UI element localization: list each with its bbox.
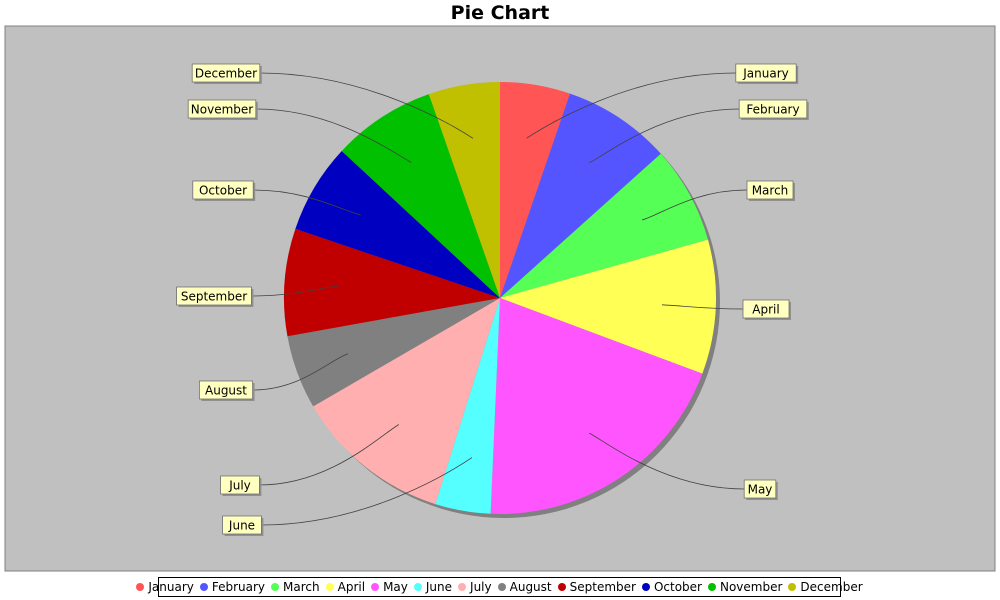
- leader-line-april: [661, 304, 744, 310]
- legend-item-june: June: [413, 580, 453, 594]
- slice-label-box-march: [746, 180, 794, 200]
- leader-line-may: [589, 432, 745, 490]
- pie-slice-january: [500, 82, 571, 298]
- legend-item-march: March: [271, 580, 320, 594]
- slice-label-january: January: [742, 67, 789, 81]
- legend-label-december: December: [800, 580, 863, 594]
- legend-label-march: March: [283, 580, 320, 594]
- legend-swatch-february: [199, 583, 208, 591]
- leader-line-december: [259, 72, 474, 139]
- slice-label-box-november: [187, 99, 257, 119]
- slice-label-box-june: [222, 515, 262, 535]
- pie-slice-march: [500, 153, 708, 298]
- pie-slice-july: [313, 298, 500, 505]
- slice-label-april: April: [752, 303, 779, 317]
- pie-slice-april: [500, 239, 716, 374]
- slice-label-december: December: [195, 67, 257, 81]
- slice-label-september: September: [181, 290, 247, 304]
- legend-item-october: October: [641, 580, 702, 594]
- leader-line-january: [526, 72, 736, 139]
- chart-title: Pie Chart: [450, 2, 550, 24]
- slice-label-box-january: [735, 63, 797, 83]
- slice-label-box-december: [191, 63, 261, 83]
- leader-line-february: [589, 108, 740, 164]
- slice-label-february: February: [746, 103, 799, 117]
- leader-line-november: [255, 108, 412, 163]
- slice-label-august: August: [205, 384, 247, 398]
- legend-label-november: November: [719, 580, 783, 594]
- leader-line-july: [259, 424, 400, 486]
- legend-label-may: May: [383, 580, 408, 594]
- legend-item-july: July: [458, 580, 492, 594]
- legend-swatch-october: [641, 583, 650, 591]
- legend-swatch-august: [497, 583, 506, 591]
- legend-swatch-december: [788, 583, 797, 591]
- legend-item-november: November: [707, 580, 783, 594]
- legend-swatch-july: [458, 583, 467, 591]
- pie-slice-february: [500, 93, 661, 298]
- pie-slice-may: [490, 298, 703, 515]
- slice-label-june: June: [228, 519, 255, 533]
- legend-swatch-march: [271, 583, 280, 591]
- slice-label-box-september: [176, 286, 252, 306]
- slice-label-may: May: [748, 483, 773, 497]
- legend-label-april: April: [337, 580, 366, 594]
- legend-item-may: May: [371, 580, 408, 594]
- legend-label-october: October: [653, 580, 702, 594]
- slice-label-july: July: [228, 479, 251, 493]
- pie-slice-august: [287, 298, 500, 407]
- legend-label-january: January: [148, 580, 194, 594]
- legend-label-september: September: [569, 580, 636, 594]
- pie-slice-october: [295, 151, 500, 298]
- pie-plot-area: January February March April May June July Augu…: [4, 25, 996, 572]
- slice-label-november: November: [191, 103, 253, 117]
- legend: January February March April May June July Augu…: [136, 577, 863, 597]
- leader-line-june: [261, 457, 473, 526]
- slice-label-october: October: [199, 184, 247, 198]
- legend-swatch-june: [413, 583, 422, 591]
- pie-slice-september: [284, 228, 500, 337]
- slice-label-box-july: [220, 475, 260, 495]
- pie-slice-december: [428, 82, 500, 298]
- leader-line-september: [251, 285, 339, 297]
- legend-swatch-may: [371, 583, 380, 591]
- legend-swatch-january: [136, 583, 145, 591]
- legend-swatch-november: [707, 583, 716, 591]
- legend-item-april: April: [325, 580, 366, 594]
- slice-label-box-april: [742, 299, 790, 319]
- leader-line-march: [641, 189, 748, 221]
- slice-label-box-october: [192, 180, 254, 200]
- slice-label-box-may: [743, 479, 777, 499]
- leader-line-august: [252, 353, 349, 391]
- legend-swatch-april: [325, 583, 334, 591]
- slice-label-box-february: [738, 99, 808, 119]
- legend-item-august: August: [497, 580, 552, 594]
- legend-label-june: June: [425, 580, 453, 594]
- slice-label-box-august: [198, 380, 253, 400]
- legend-item-december: December: [788, 580, 863, 594]
- leader-line-october: [253, 189, 361, 216]
- legend-label-july: July: [470, 580, 492, 594]
- legend-item-september: September: [557, 580, 636, 594]
- legend-label-february: February: [211, 580, 266, 594]
- legend-item-february: February: [199, 580, 266, 594]
- legend-item-january: January: [136, 580, 194, 594]
- legend-swatch-september: [557, 583, 566, 591]
- pie-slice-june: [435, 298, 500, 514]
- slice-label-march: March: [752, 184, 789, 198]
- legend-label-august: August: [509, 580, 552, 594]
